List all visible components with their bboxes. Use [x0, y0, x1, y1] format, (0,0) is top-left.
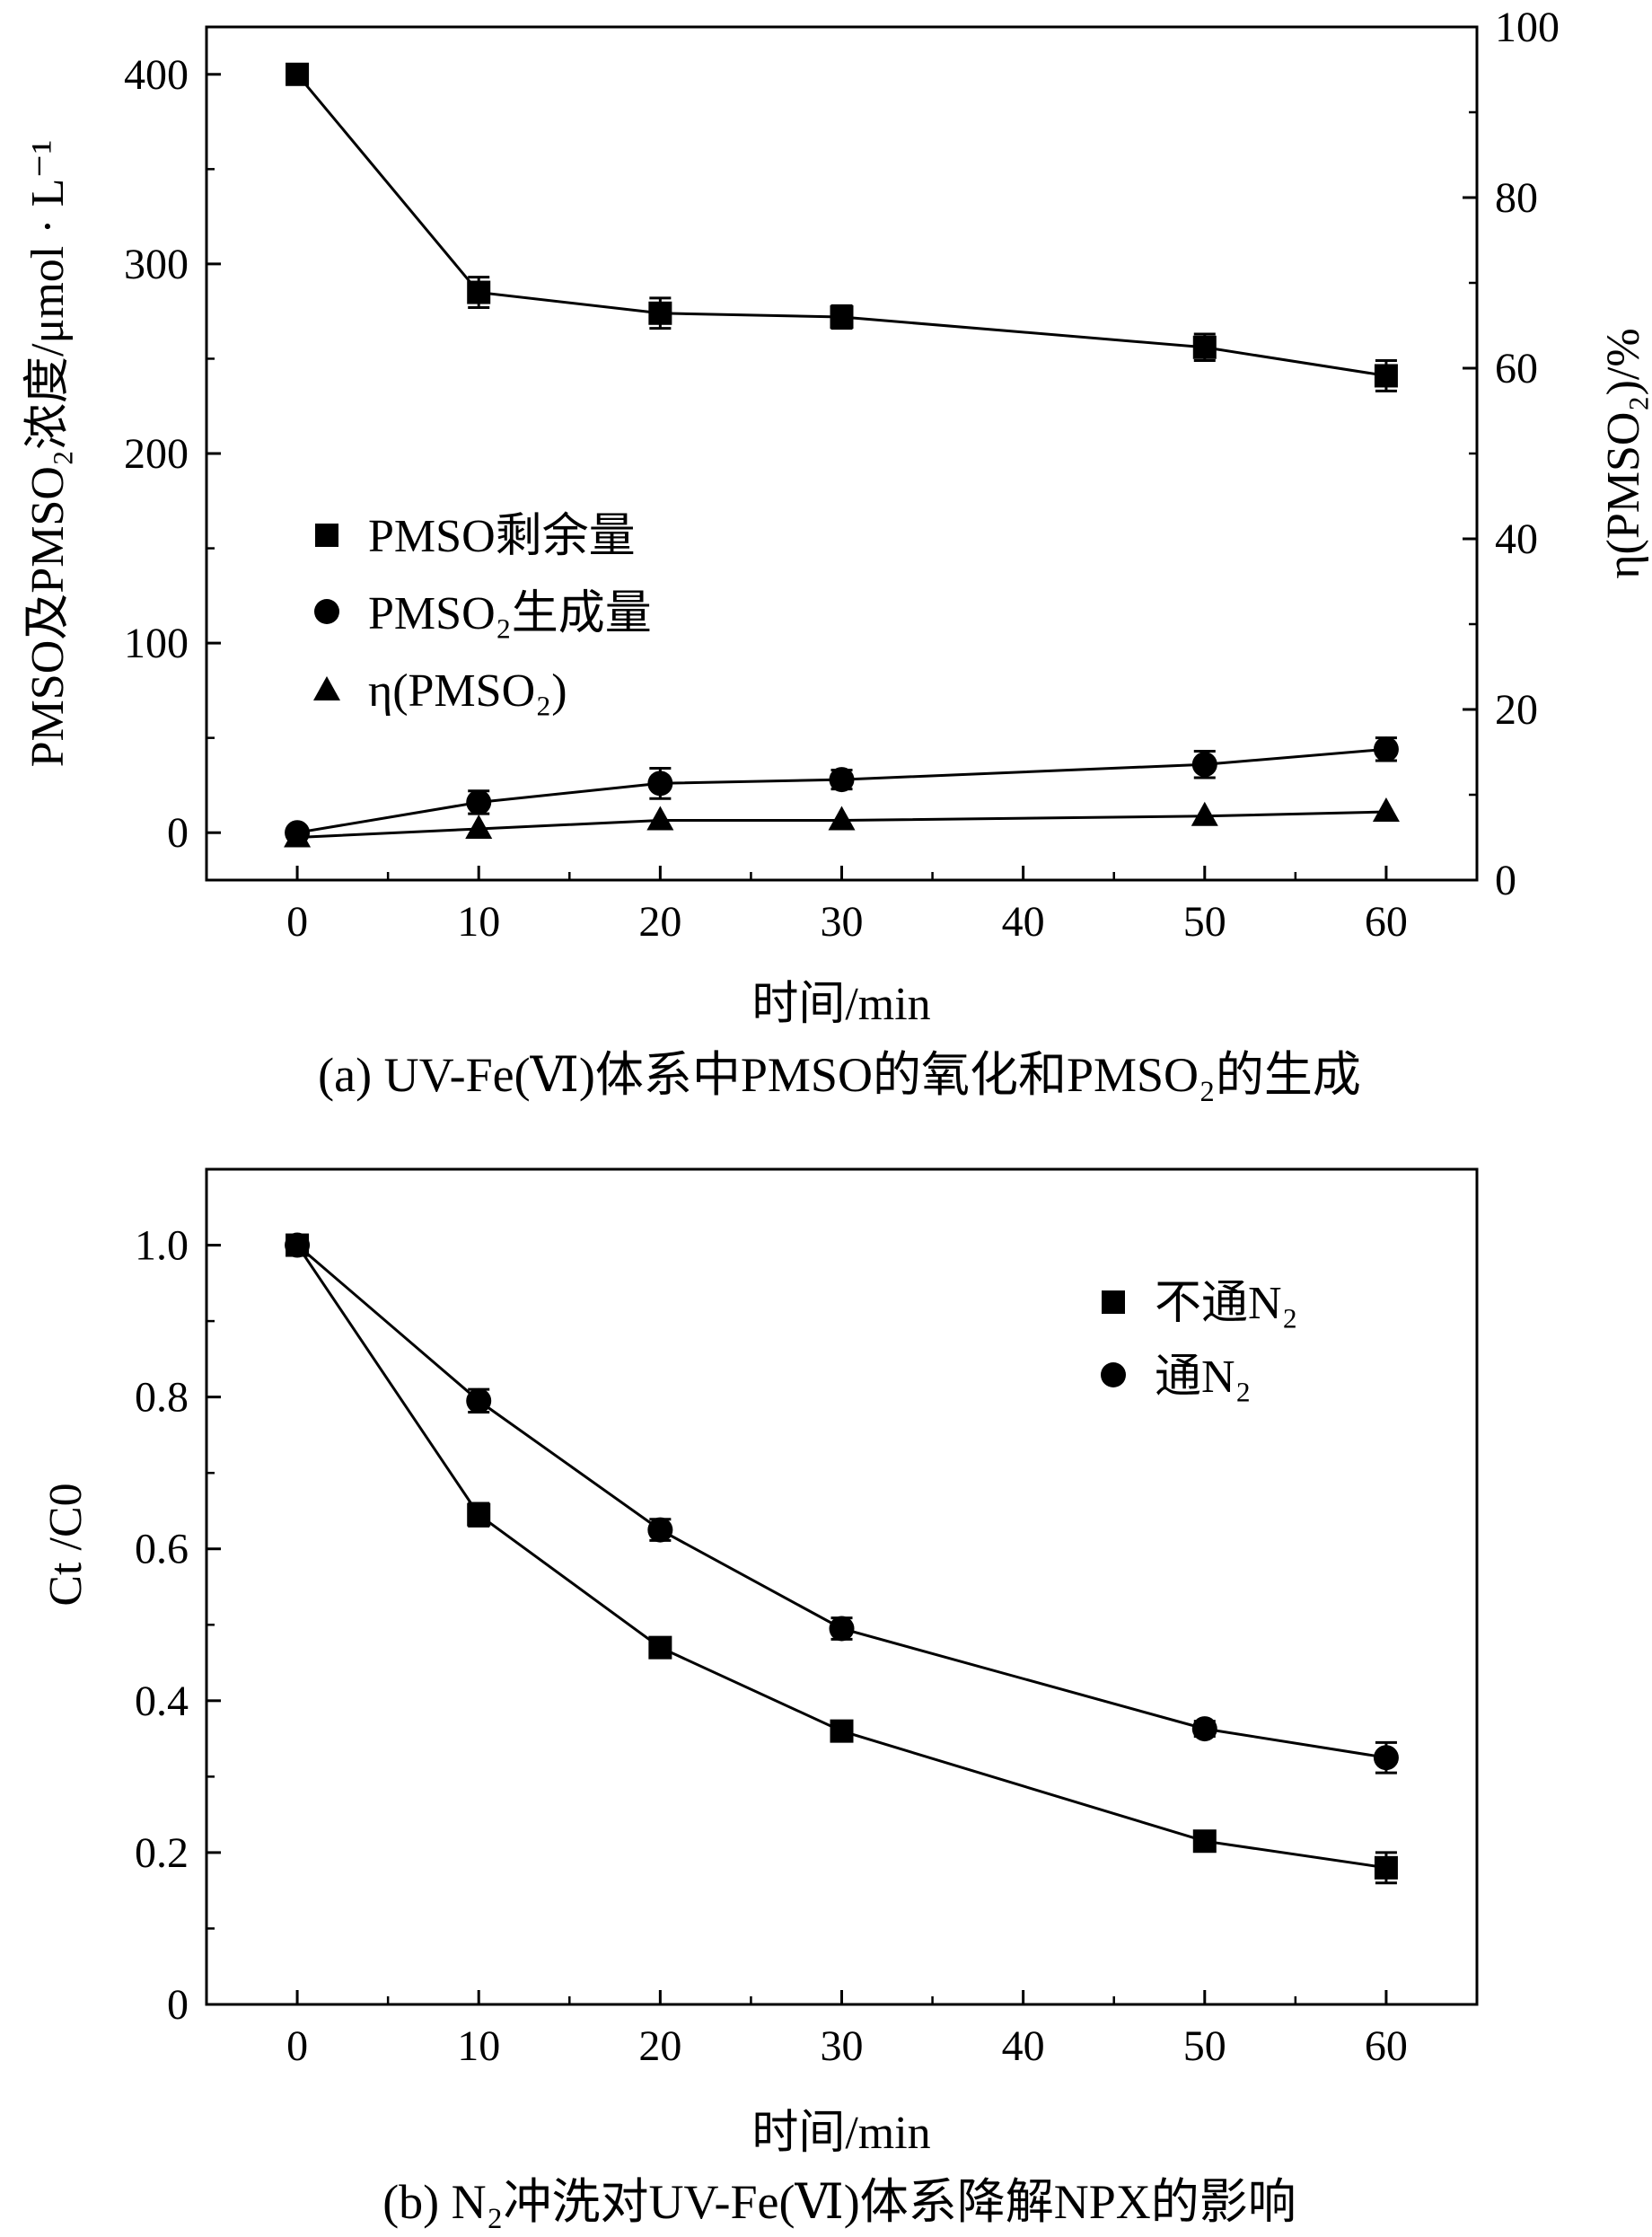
x-axis-title-b: 时间/min [751, 2108, 930, 2159]
y-tick-label: 0.2 [135, 1829, 189, 1877]
legend-b: 不通N₂ 通N₂ [1101, 1278, 1298, 1403]
x-tick-label: 50 [1183, 898, 1226, 946]
data-point-square [286, 62, 310, 86]
y-tick-label: 0.8 [135, 1374, 189, 1422]
data-point-square [467, 1502, 491, 1527]
panel-b-chart: 0 10 20 30 40 50 60 0 0.2 0.4 0.6 0.8 1.0 不通N₂ 通N₂ 时… [40, 1167, 1479, 2229]
y-axis-title-a: PMSO及PMSO₂浓度/μmol · L⁻¹ [22, 140, 74, 768]
x-tick-label: 0 [286, 2022, 308, 2070]
y-axis-title-b: Ct /C0 [40, 1483, 92, 1606]
y-tick-label: 200 [124, 430, 189, 478]
y2-tick-label: 20 [1495, 686, 1538, 734]
data-point-square [467, 280, 491, 304]
x-tick-label: 60 [1365, 2022, 1408, 2070]
series-line [296, 747, 1387, 834]
y2-tick-label: 100 [1495, 4, 1560, 51]
legend-label-pmso2: PMSO₂生成量 [368, 588, 652, 639]
series-line [295, 73, 1387, 377]
data-point-circle [1373, 736, 1399, 762]
data-point-circle [285, 1232, 311, 1258]
legend-label-n2: 通N₂ [1155, 1352, 1252, 1403]
series-line [296, 1244, 1387, 1759]
x-tick-label: 30 [821, 898, 864, 946]
data-point-square [1374, 364, 1398, 388]
caption-a: (a) UV-Fe(Ⅵ)体系中PMSO的氧化和PMSO₂的生成 [318, 1048, 1361, 1102]
data-point-triangle [1191, 801, 1218, 826]
legend-circle-marker [1101, 1362, 1126, 1387]
data-point-circle [1191, 752, 1217, 778]
series-a [284, 62, 1400, 848]
data-point-circle [1373, 1745, 1399, 1771]
legend-circle-marker [314, 599, 339, 624]
data-point-circle [647, 1517, 673, 1543]
legend-square-marker [1102, 1290, 1125, 1314]
series-line [297, 810, 1386, 839]
series-b [285, 1232, 1399, 1885]
y2-tick-label: 0 [1495, 857, 1516, 904]
caption-b: (b) N₂冲洗对UV-Fe(Ⅵ)体系降解NPX的影响 [382, 2175, 1296, 2229]
legend-label-pmso: PMSO剩余量 [368, 511, 636, 562]
data-point-square [648, 301, 672, 325]
data-point-triangle [646, 806, 674, 831]
y-tick-label: 300 [124, 241, 189, 288]
y-tick-label: 0.4 [135, 1678, 189, 1725]
data-point-square [830, 1719, 854, 1743]
y2-tick-label: 60 [1495, 345, 1538, 392]
data-point-circle [466, 1387, 492, 1414]
data-point-square [830, 305, 854, 329]
legend-triangle-marker [313, 676, 340, 700]
x-tick-label: 10 [457, 2022, 500, 2070]
y-tick-label: 0.6 [135, 1526, 189, 1573]
y-tick-label: 100 [124, 620, 189, 667]
data-point-circle [1191, 1716, 1217, 1742]
x-tick-label: 30 [821, 2022, 864, 2070]
data-point-circle [829, 767, 855, 793]
data-point-triangle [284, 823, 312, 848]
x-tick-label: 50 [1183, 2022, 1226, 2070]
y-tick-label: 0 [167, 1981, 189, 2029]
panel-a-chart: 0 10 20 30 40 50 60 0 100 200 300 400 0 20 40 60 80 100 P… [22, 4, 1649, 1102]
x-tick-label: 40 [1002, 2022, 1045, 2070]
legend-a: PMSO剩余量 PMSO₂生成量 η(PMSO₂) [313, 511, 652, 717]
data-point-square [648, 1635, 672, 1660]
data-point-circle [829, 1616, 855, 1642]
data-point-square [1374, 1855, 1398, 1880]
data-point-square [1192, 335, 1217, 359]
series-line [295, 1244, 1387, 1870]
y2-tick-label: 80 [1495, 174, 1538, 222]
y-tick-label: 0 [167, 809, 189, 857]
x-tick-label: 20 [638, 2022, 681, 2070]
legend-label-no-n2: 不通N₂ [1155, 1278, 1298, 1329]
data-point-triangle [1372, 797, 1400, 822]
legend-square-marker [315, 524, 338, 547]
x-tick-label: 40 [1002, 898, 1045, 946]
axes-a: 0 10 20 30 40 50 60 0 100 200 300 400 0 20 40 60 80 100 [124, 4, 1560, 946]
y-tick-label: 400 [124, 51, 189, 99]
legend-label-eta: η(PMSO₂) [368, 665, 567, 717]
data-point-circle [647, 771, 673, 797]
y2-axis-title-a: η(PMSO₂)/% [1598, 328, 1649, 578]
y2-tick-label: 40 [1495, 515, 1538, 563]
x-tick-label: 20 [638, 898, 681, 946]
data-point-circle [466, 789, 492, 815]
x-tick-label: 60 [1365, 898, 1408, 946]
plot-frame-a [205, 25, 1479, 882]
axes-b: 0 10 20 30 40 50 60 0 0.2 0.4 0.6 0.8 1.0 [135, 1222, 1408, 2070]
data-point-square [1192, 1829, 1217, 1854]
x-tick-label: 10 [457, 898, 500, 946]
data-point-triangle [465, 815, 493, 839]
x-axis-title-a: 时间/min [751, 979, 930, 1030]
x-tick-label: 0 [286, 898, 308, 946]
y-tick-label: 1.0 [135, 1222, 189, 1270]
data-point-triangle [828, 806, 856, 831]
